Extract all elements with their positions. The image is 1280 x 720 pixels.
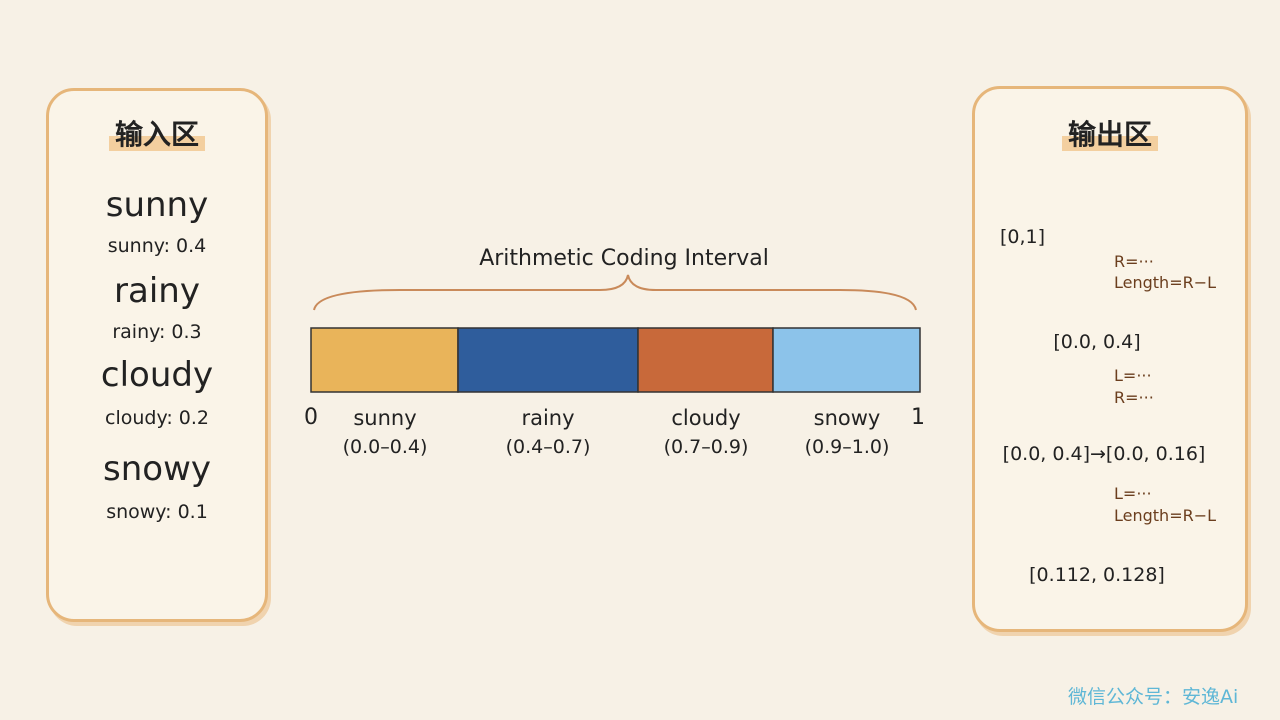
probability: sunny: 0.4 (107, 235, 207, 257)
segment-name: cloudy (671, 406, 741, 430)
interval-text: [0.0, 0.4]→[0.0, 0.16] (1002, 443, 1206, 465)
segment-range: (0.4–0.7) (505, 436, 591, 458)
brace (313, 274, 917, 311)
segment-snowy (772, 327, 921, 393)
segment-rainy (457, 327, 639, 393)
interval-text: [0.0, 0.4] (1053, 331, 1141, 353)
symbol: cloudy (100, 355, 214, 395)
note: R=··· (1114, 252, 1154, 271)
watermark: 微信公众号：安逸Ai (1068, 686, 1239, 708)
title-text: 输入区 (108, 118, 205, 151)
output-panel: 输出区 (972, 86, 1248, 632)
probability: cloudy: 0.2 (105, 407, 209, 429)
symbol: sunny (105, 185, 209, 225)
interval-text: [0.112, 0.128] (1029, 564, 1165, 586)
input-panel: 输入区 sunny sunny: 0.4 rainy rainy: 0.3 cl… (46, 88, 268, 622)
note: L=··· (1114, 366, 1152, 385)
symbol: rainy (114, 271, 200, 311)
interval-end: 1 (911, 405, 925, 430)
segment-range: (0.0–0.4) (342, 436, 428, 458)
probability: snowy: 0.1 (106, 501, 208, 523)
segment-range: (0.7–0.9) (663, 436, 749, 458)
note: Length=R−L (1114, 506, 1217, 525)
segment-name: sunny (353, 406, 417, 430)
segment-cloudy (637, 327, 774, 393)
interval-title: Arithmetic Coding Interval (479, 246, 769, 271)
note: Length=R−L (1114, 273, 1217, 292)
panel-title: 输出区 (975, 113, 1245, 153)
title-text: 输出区 (1061, 118, 1158, 151)
symbol: snowy (103, 449, 211, 489)
segment-name: snowy (813, 406, 881, 430)
segment-range: (0.9–1.0) (804, 436, 890, 458)
segment-name: rainy (521, 406, 575, 430)
panel-title: 输入区 (49, 113, 265, 153)
probability: rainy: 0.3 (112, 321, 202, 343)
note: L=··· (1114, 484, 1152, 503)
interval-text: [0,1] (1000, 226, 1046, 248)
note: R=··· (1114, 388, 1154, 407)
segment-sunny (310, 327, 459, 393)
interval-start: 0 (304, 405, 318, 430)
